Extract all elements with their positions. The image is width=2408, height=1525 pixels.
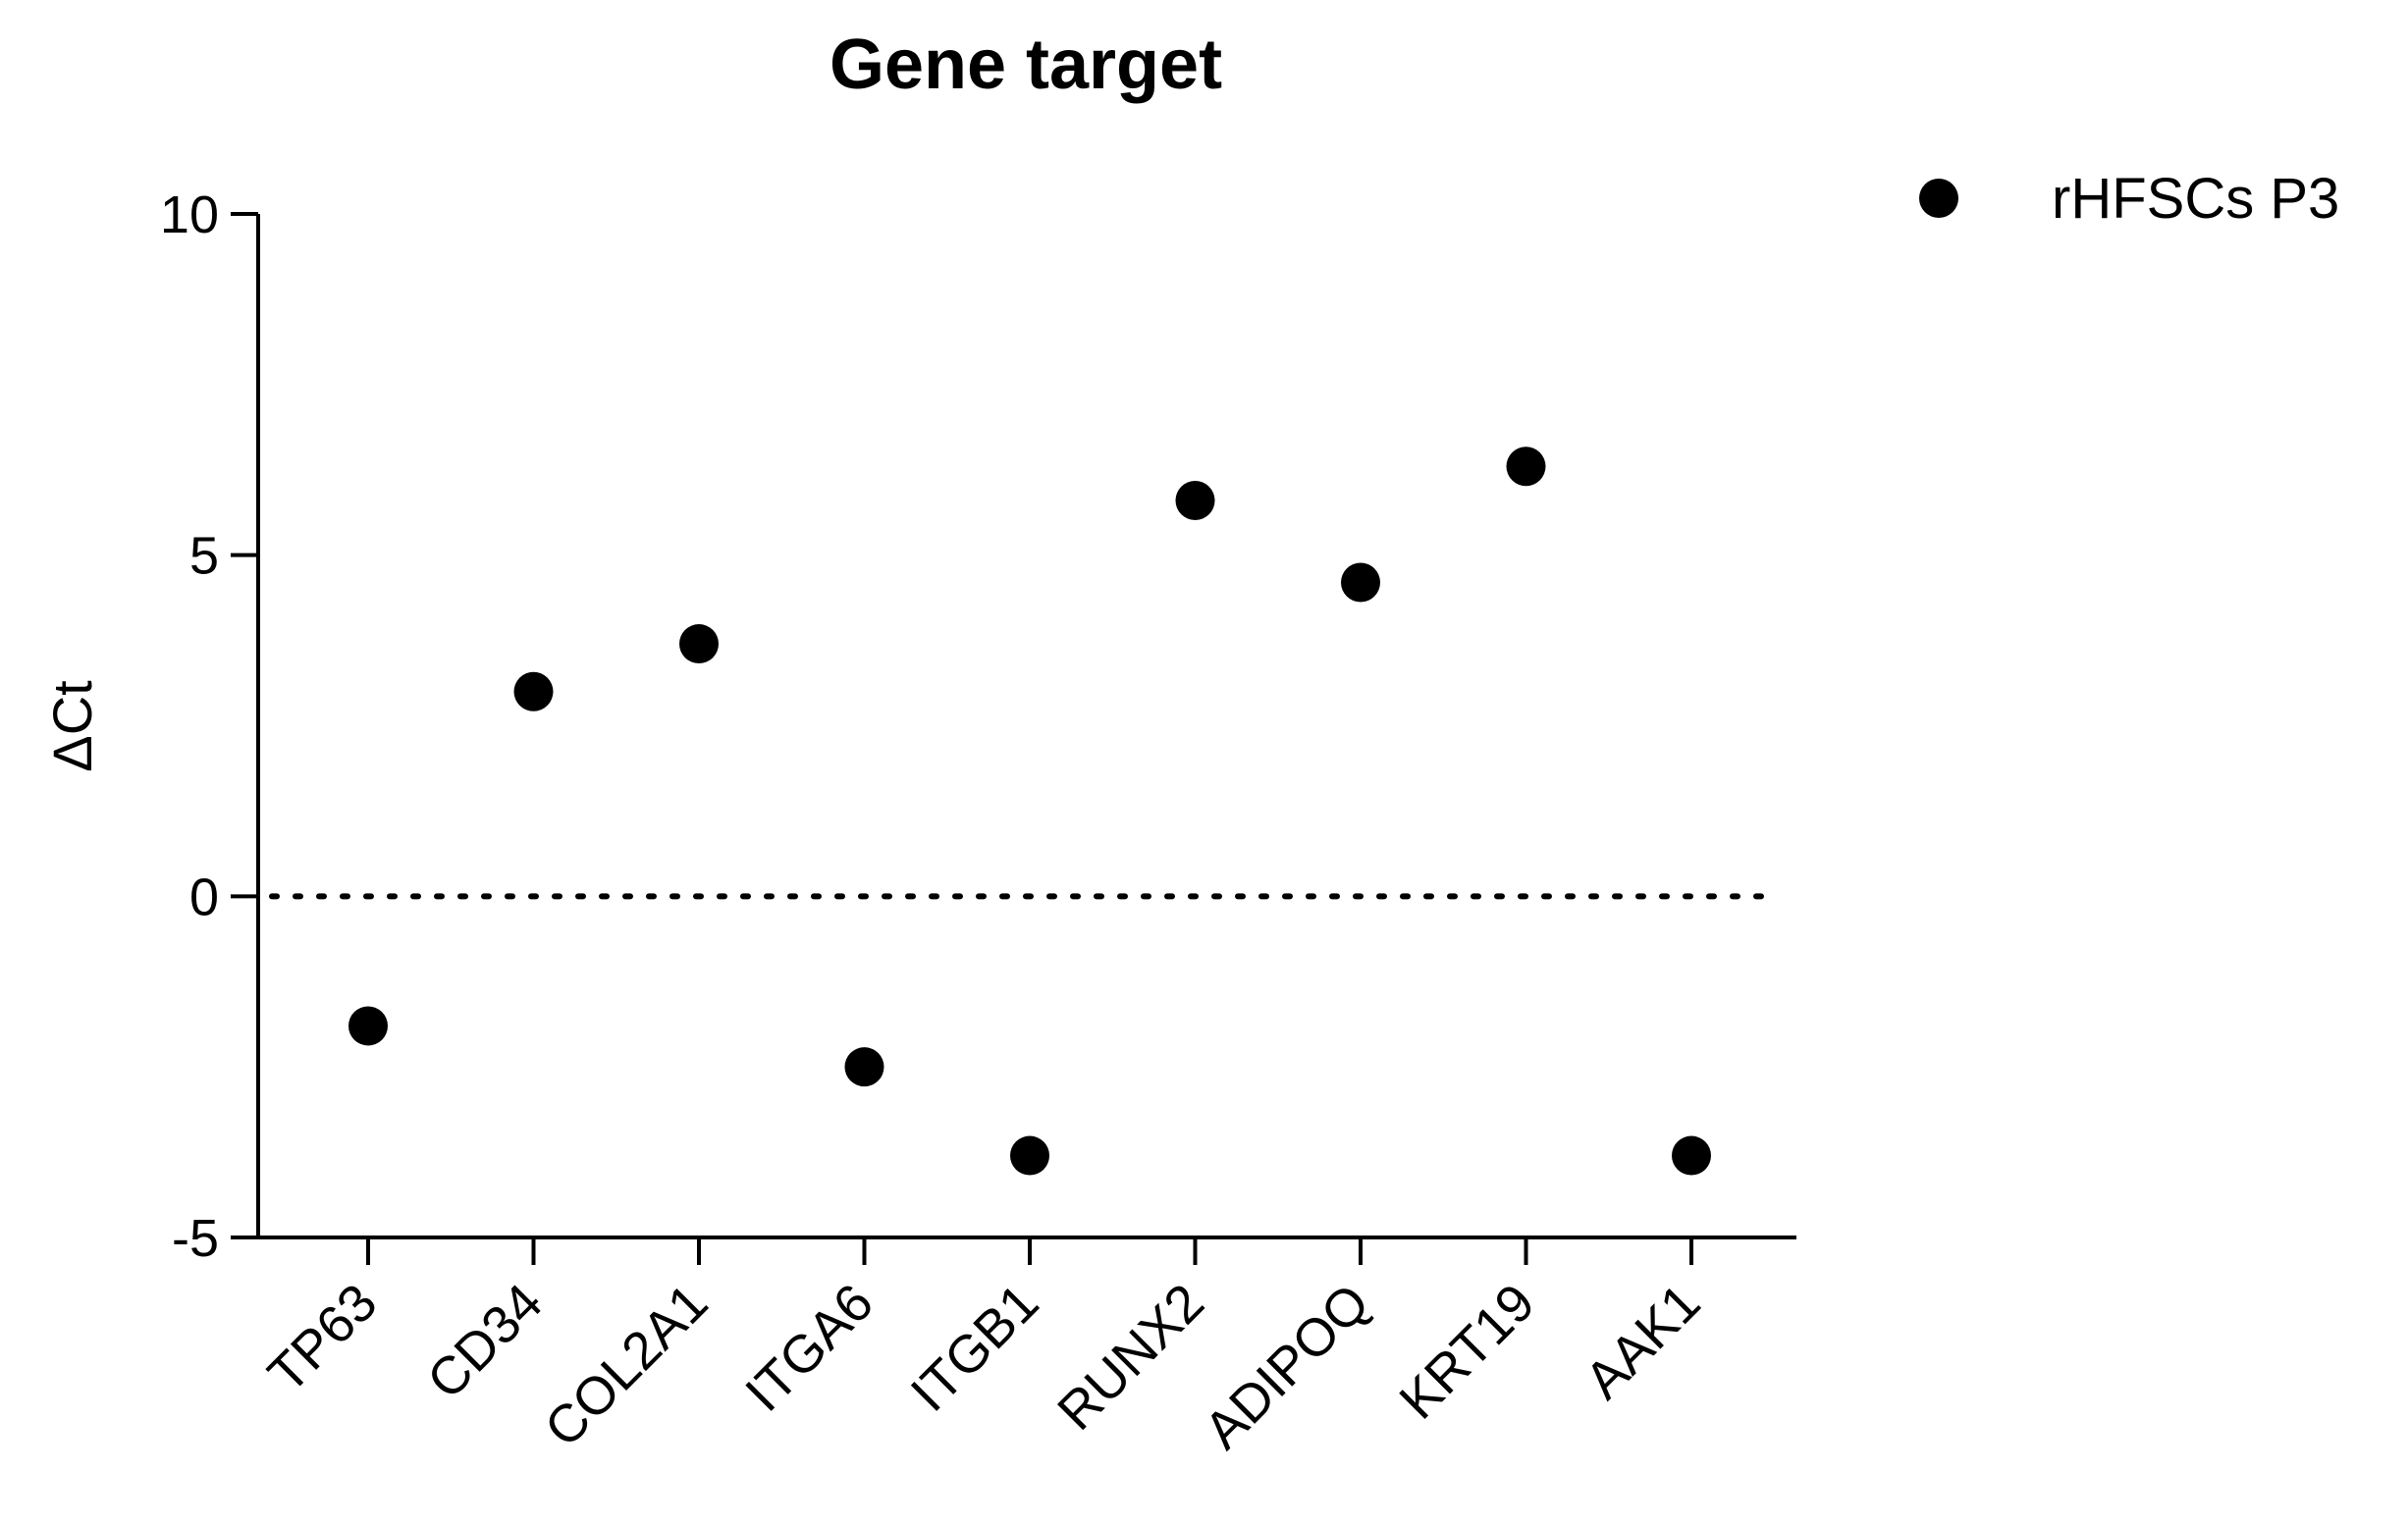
data-point — [1175, 481, 1215, 521]
legend-marker — [1919, 179, 1958, 218]
x-tick-label: ADIPOQ — [1194, 1273, 1381, 1460]
y-tick-label: 5 — [189, 527, 219, 586]
y-tick-label: -5 — [172, 1209, 219, 1268]
y-tick-label: 0 — [189, 868, 219, 926]
legend: rHFSCs P3 — [1919, 167, 2339, 231]
data-point — [1010, 1135, 1049, 1176]
y-axis-label: ΔCt — [41, 680, 103, 772]
data-point — [844, 1047, 884, 1087]
data-point — [679, 624, 719, 664]
data-points — [348, 447, 1711, 1176]
legend-label: rHFSCs P3 — [2052, 167, 2339, 231]
data-point — [1506, 447, 1546, 487]
x-tick-label: AAK1 — [1574, 1273, 1711, 1410]
x-tick-label: KRT19 — [1388, 1273, 1546, 1431]
x-tick-label: TP63 — [257, 1273, 389, 1404]
data-point — [348, 1006, 388, 1046]
y-tick-label: 10 — [160, 185, 219, 244]
x-tick-label: COL2A1 — [534, 1273, 720, 1458]
data-point — [513, 671, 554, 711]
y-axis-label-group: ΔCt — [41, 680, 103, 772]
x-tick-label: RUNX2 — [1046, 1273, 1215, 1442]
x-tick-label: ITGB1 — [900, 1273, 1050, 1423]
x-tick-label: ITGA6 — [734, 1273, 884, 1423]
chart-title: Gene target — [829, 26, 1222, 104]
data-point — [1672, 1135, 1711, 1176]
y-ticks: -5 0 5 10 — [160, 185, 258, 1268]
data-point — [1341, 562, 1380, 603]
x-tick-label: CD34 — [416, 1273, 554, 1410]
axes — [256, 214, 1796, 1239]
